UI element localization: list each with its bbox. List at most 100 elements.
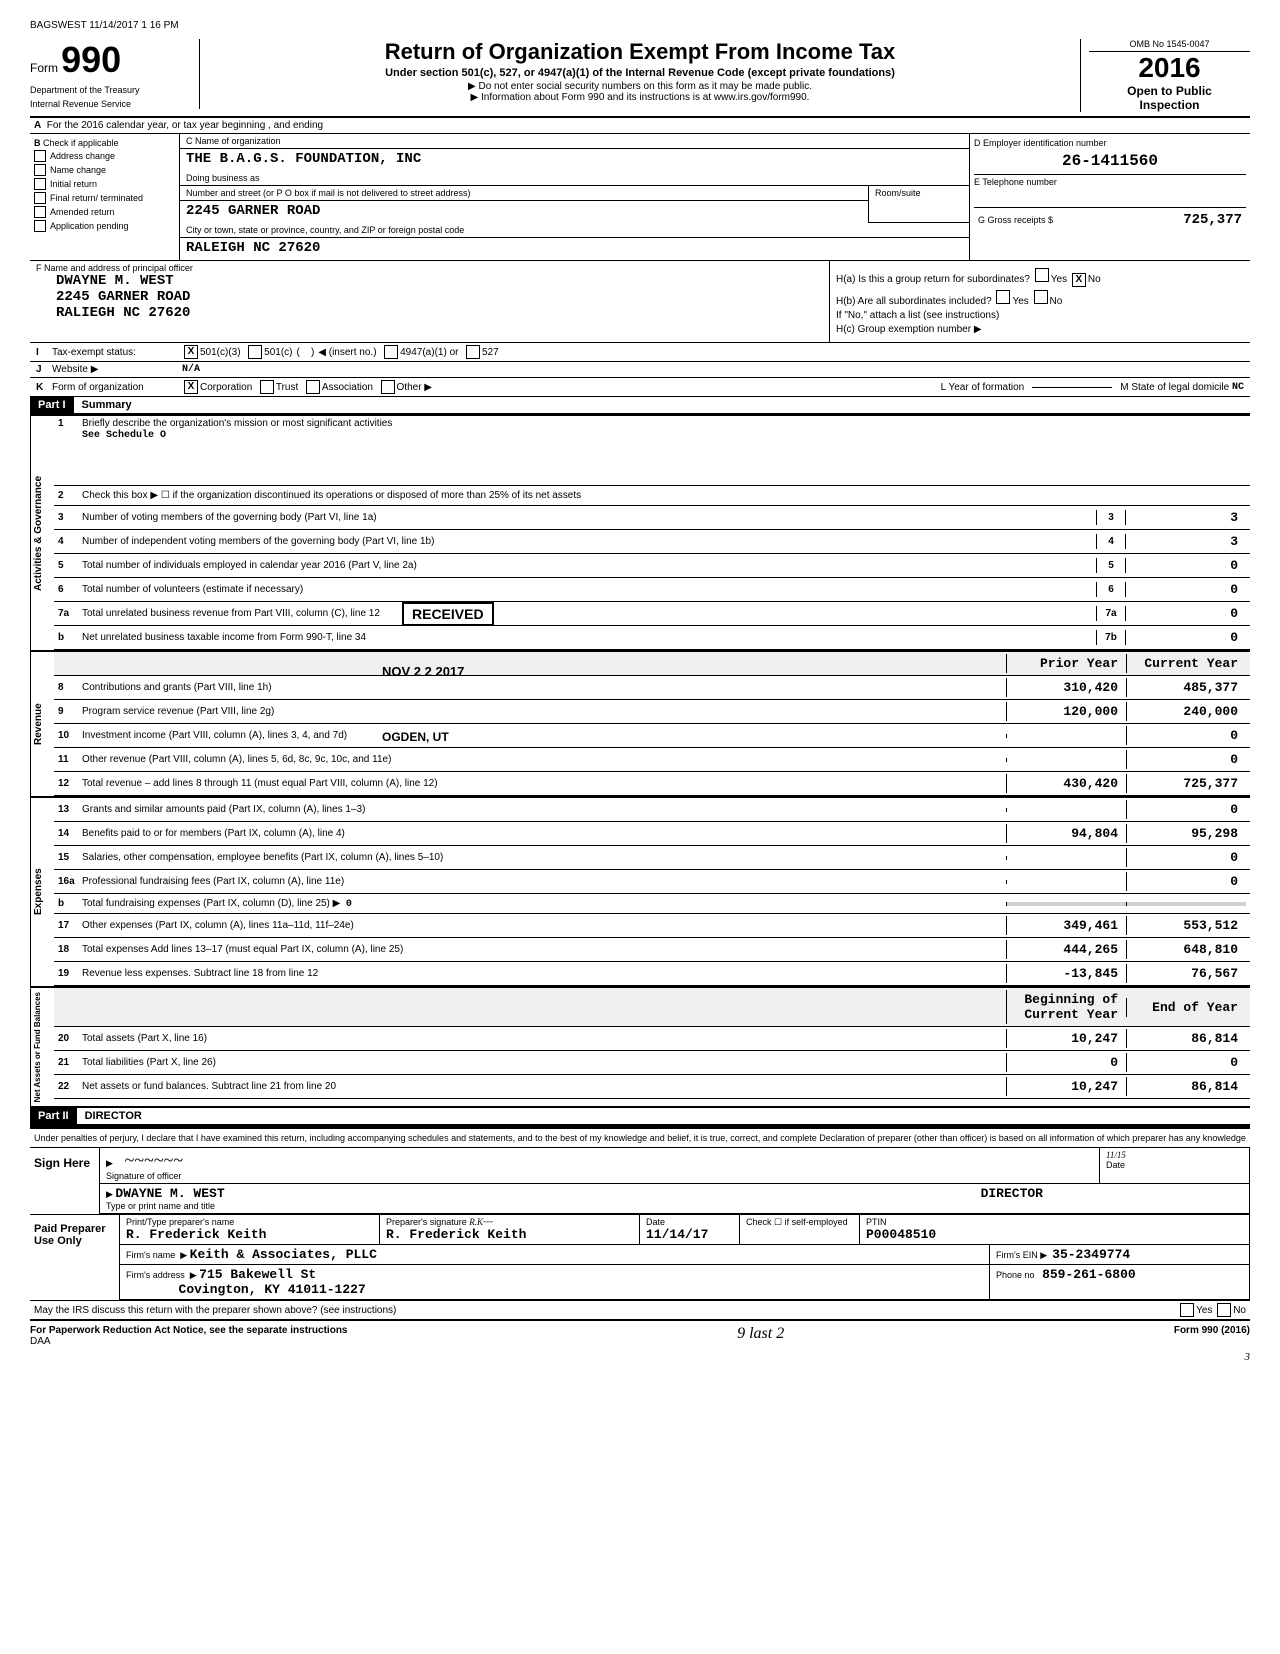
section-bcd: B Check if applicable Address change Nam… <box>30 134 1250 261</box>
open-public-1: Open to Public <box>1089 84 1250 98</box>
officer-printed-name: DWAYNE M. WEST <box>115 1186 224 1201</box>
h-a-yes-box[interactable] <box>1035 268 1049 282</box>
4947-box[interactable] <box>384 345 398 359</box>
line-16b-prior-shaded <box>1006 902 1126 906</box>
h-a-no-box[interactable]: X <box>1072 273 1086 287</box>
print-timestamp: BAGSWEST 11/14/2017 1 16 PM <box>30 20 1250 31</box>
net-assets-block: Net Assets or Fund Balances Beginning of… <box>30 988 1250 1108</box>
governance-lines: 1 Briefly describe the organization's mi… <box>54 416 1250 650</box>
corp-label: Corporation <box>200 382 252 393</box>
perjury-declaration: Under penalties of perjury, I declare th… <box>30 1129 1250 1148</box>
assoc-box[interactable] <box>306 380 320 394</box>
trust-box[interactable] <box>260 380 274 394</box>
name-title-label: Type or print name and title <box>106 1201 215 1211</box>
line-9-prior: 120,000 <box>1006 702 1126 721</box>
cb-amended[interactable]: Amended return <box>34 206 175 218</box>
line-2-text: Check this box ▶ ☐ if the organization d… <box>82 490 1246 501</box>
dept-treasury: Department of the Treasury <box>30 85 191 95</box>
line-20-end: 86,814 <box>1126 1029 1246 1048</box>
officer-block: F Name and address of principal officer … <box>30 261 830 342</box>
vert-activities-governance: Activities & Governance <box>30 416 54 650</box>
line-6-text: Total number of volunteers (estimate if … <box>82 584 1096 595</box>
vert-net-assets: Net Assets or Fund Balances <box>30 988 54 1106</box>
firm-name-cell: Firm's name Keith & Associates, PLLC <box>120 1245 990 1264</box>
year-formation-label: L Year of formation <box>941 382 1025 393</box>
cb-final-return[interactable]: Final return/ terminated <box>34 192 175 204</box>
line-10-current: 0 <box>1126 726 1246 745</box>
preparer-signature: R. Frederick Keith <box>386 1227 526 1242</box>
line-20-beg: 10,247 <box>1006 1029 1126 1048</box>
527-label: 527 <box>482 347 499 358</box>
beginning-year-header: Beginning of Current Year <box>1006 990 1126 1024</box>
cb-app-pending[interactable]: Application pending <box>34 220 175 232</box>
phone-label: Phone no <box>996 1270 1035 1280</box>
gross-receipts-row: G Gross receipts $ 725,377 <box>974 207 1246 232</box>
h-b-no-box[interactable] <box>1034 290 1048 304</box>
line-4-value: 3 <box>1126 532 1246 551</box>
firm-phone-cell: Phone no 859-261-6800 <box>990 1265 1250 1299</box>
vert-revenue: Revenue <box>30 652 54 796</box>
h-c-line: H(c) Group exemption number ▶ <box>836 324 1244 335</box>
line-15-current: 0 <box>1126 848 1246 867</box>
col-b-checkboxes: B Check if applicable Address change Nam… <box>30 134 180 260</box>
prior-year-header: Prior Year <box>1006 654 1126 673</box>
cb-label-5: Application pending <box>50 221 129 231</box>
dba-label: Doing business as <box>180 171 969 186</box>
row-a-tax-year: A For the 2016 calendar year, or tax yea… <box>30 118 1250 134</box>
col-b-header: B Check if applicable <box>34 138 175 148</box>
line-14-text: Benefits paid to or for members (Part IX… <box>82 828 1006 839</box>
line-19-text: Revenue less expenses. Subtract line 18 … <box>82 968 1006 979</box>
h-b-yes-box[interactable] <box>996 290 1010 304</box>
501c3-box[interactable]: X <box>184 345 198 359</box>
cb-initial-return[interactable]: Initial return <box>34 178 175 190</box>
line-8-prior: 310,420 <box>1006 678 1126 697</box>
cb-name-change[interactable]: Name change <box>34 164 175 176</box>
assoc-label: Association <box>322 382 373 393</box>
phone-label: E Telephone number <box>974 174 1246 187</box>
line-7a-value: 0 <box>1126 604 1246 623</box>
street-value: 2245 GARNER ROAD <box>180 201 868 223</box>
line-13-text: Grants and similar amounts paid (Part IX… <box>82 804 1006 815</box>
note-info: Information about Form 990 and its instr… <box>210 92 1070 103</box>
cb-address-change[interactable]: Address change <box>34 150 175 162</box>
firm-addr-2: Covington, KY 41011-1227 <box>179 1282 366 1297</box>
line-12-text: Total revenue – add lines 8 through 11 (… <box>82 778 1006 789</box>
h-b-no: No <box>1050 296 1063 307</box>
cb-label-1: Name change <box>50 165 106 175</box>
line-7b-text: Net unrelated business taxable income fr… <box>82 632 1096 643</box>
cb-label-2: Initial return <box>50 179 97 189</box>
firm-ein: 35-2349774 <box>1052 1247 1130 1262</box>
self-employed-check[interactable]: Check ☐ if self-employed <box>746 1217 848 1227</box>
527-box[interactable] <box>466 345 480 359</box>
preparer-name-cell: Print/Type preparer's name R. Frederick … <box>120 1215 380 1244</box>
officer-signature-cell[interactable]: ~~~~~~ Signature of officer <box>100 1148 1100 1183</box>
cb-label-4: Amended return <box>50 207 115 217</box>
line-22-end: 86,814 <box>1126 1077 1246 1096</box>
other-box[interactable] <box>381 380 395 394</box>
revenue-block: Revenue NOV 2 2 2017 Prior YearCurrent Y… <box>30 652 1250 798</box>
may-irs-yes-box[interactable] <box>1180 1303 1194 1317</box>
line-21-beg: 0 <box>1006 1053 1126 1072</box>
form-id-block: Form 990 Department of the Treasury Inte… <box>30 39 200 109</box>
line-16a-text: Professional fundraising fees (Part IX, … <box>82 876 1006 887</box>
sign-here-label: Sign Here <box>30 1148 100 1214</box>
may-irs-no-box[interactable] <box>1217 1303 1231 1317</box>
street-label: Number and street (or P O box if mail is… <box>180 186 868 201</box>
stamp-received: RECEIVED <box>412 606 484 622</box>
officer-street: 2245 GARNER ROAD <box>36 289 823 305</box>
city-label: City or town, state or province, country… <box>180 223 969 238</box>
corp-box[interactable]: X <box>184 380 198 394</box>
officer-name-title-cell: DWAYNE M. WEST DIRECTOR Type or print na… <box>100 1184 1250 1213</box>
h-b-line: H(b) Are all subordinates included? Yes … <box>836 290 1244 307</box>
may-irs-yes: Yes <box>1196 1305 1212 1316</box>
cb-label-3: Final return/ terminated <box>50 193 143 203</box>
line-8-current: 485,377 <box>1126 678 1246 697</box>
4947-label: 4947(a)(1) or <box>400 347 458 358</box>
part-1-body: Activities & Governance 1 Briefly descri… <box>30 416 1250 652</box>
officer-title: DIRECTOR <box>981 1186 1043 1201</box>
line-18-prior: 444,265 <box>1006 940 1126 959</box>
firm-addr-label: Firm's address <box>126 1270 185 1280</box>
h-b-note: If "No," attach a list (see instructions… <box>836 310 1244 321</box>
preparer-date: 11/14/17 <box>646 1227 708 1242</box>
501c-box[interactable] <box>248 345 262 359</box>
